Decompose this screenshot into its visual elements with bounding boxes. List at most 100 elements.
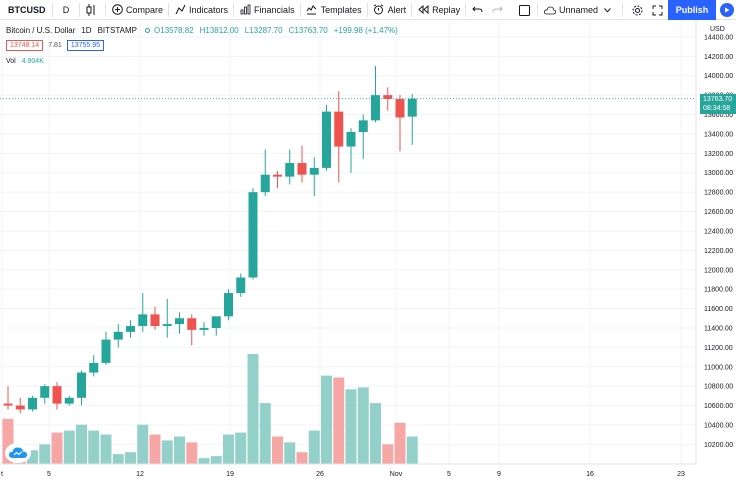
legend-change: +199.98 (+1.47%) xyxy=(333,26,398,35)
alert-button[interactable]: Alert xyxy=(368,0,412,20)
current-price-label: 13763.70 08:34:58 xyxy=(700,93,736,114)
replay-label: Replay xyxy=(432,4,461,15)
bar-countdown: 08:34:58 xyxy=(703,104,731,112)
time-tick-label: 26 xyxy=(316,471,324,478)
layout-menu[interactable]: Unnamed xyxy=(542,0,618,20)
bid-ask-row: 13748.14 7.81 13755.95 xyxy=(6,40,105,51)
price-tick-label: 12600.00 xyxy=(704,209,733,216)
logo-icon[interactable] xyxy=(5,443,31,463)
symbol-search[interactable]: BTCUSD xyxy=(8,4,46,15)
price-tick-label: 14200.00 xyxy=(704,54,733,61)
ideas-stream-button[interactable] xyxy=(720,3,734,17)
volume-bar xyxy=(308,430,320,464)
candle-body xyxy=(297,163,307,175)
indicators-label: Indicators xyxy=(189,4,229,15)
financials-button[interactable]: Financials xyxy=(234,0,300,20)
price-tick-label: 11400.00 xyxy=(704,325,733,332)
price-tick-label: 13400.00 xyxy=(704,131,733,138)
candle-body xyxy=(138,314,148,327)
time-tick-label: 5 xyxy=(47,471,51,478)
undo-icon xyxy=(471,4,483,16)
sell-price-button[interactable]: 13748.14 xyxy=(6,40,44,51)
volume-bar xyxy=(39,444,51,464)
templates-button[interactable]: Templates xyxy=(301,0,367,20)
price-tick-label: 13600.00 xyxy=(704,112,733,119)
multi-chart-icon[interactable] xyxy=(518,4,530,16)
volume-bar xyxy=(161,440,173,464)
price-tick-label: 10600.00 xyxy=(704,403,733,410)
candle-body xyxy=(224,293,233,317)
volume-bar xyxy=(149,434,161,464)
candle-body xyxy=(383,95,393,100)
price-tick-label: 10800.00 xyxy=(704,384,733,391)
candle-body xyxy=(187,318,197,330)
volume-bar xyxy=(125,452,136,464)
time-tick-label: t xyxy=(1,471,3,478)
time-tick-label: 23 xyxy=(677,471,685,478)
redo-button[interactable] xyxy=(491,0,511,20)
templates-icon xyxy=(306,4,318,16)
price-tick-label: 14000.00 xyxy=(704,73,733,80)
candle-body xyxy=(162,324,172,327)
volume-bar xyxy=(88,430,100,464)
undo-button[interactable] xyxy=(466,0,491,20)
candle-body xyxy=(248,192,258,278)
publish-button[interactable]: Publish xyxy=(668,0,716,20)
candle-body xyxy=(150,314,160,327)
fullscreen-icon[interactable] xyxy=(651,4,663,16)
volume-bar xyxy=(112,454,124,464)
candle-body xyxy=(64,397,74,404)
volume-value: 4.904K xyxy=(21,58,44,65)
layout-name: Unnamed xyxy=(559,5,599,15)
time-tick-label: 5 xyxy=(447,471,451,478)
divider xyxy=(465,2,467,17)
volume-bar xyxy=(382,444,394,464)
time-tick-label: Nov xyxy=(390,471,403,478)
price-tick-label: 12000.00 xyxy=(704,267,733,274)
volume-bar xyxy=(296,452,308,464)
candle-body xyxy=(126,326,135,332)
price-tick-label: 13000.00 xyxy=(704,170,733,177)
candles xyxy=(0,66,696,414)
volume-bar xyxy=(76,424,87,464)
volume-bar xyxy=(51,432,63,464)
time-tick-label: 19 xyxy=(226,471,234,478)
price-tick-label: 11800.00 xyxy=(704,287,733,294)
price-axis: USD14400.0014200.0014000.0013800.0013600… xyxy=(695,21,733,464)
replay-button[interactable]: Replay xyxy=(412,0,465,20)
volume-bar xyxy=(259,403,271,464)
gear-icon[interactable] xyxy=(631,4,643,16)
candle-body xyxy=(40,386,50,398)
volume-bar xyxy=(284,442,296,464)
divider xyxy=(105,2,106,17)
candle-body xyxy=(334,111,344,147)
symbol-title[interactable]: Bitcoin / U.S. Dollar xyxy=(6,26,76,35)
indicators-button[interactable]: Indicators xyxy=(169,0,233,20)
legend-close: C13763.70 xyxy=(288,26,328,35)
volume-bar xyxy=(27,450,38,464)
price-tick-label: 11600.00 xyxy=(704,306,733,313)
financials-label: Financials xyxy=(254,4,295,15)
candle-body xyxy=(175,318,184,325)
divider xyxy=(622,3,624,17)
indicators-icon xyxy=(174,4,186,16)
time-tick-label: 9 xyxy=(497,471,501,478)
price-tick-label: 13200.00 xyxy=(704,151,733,158)
divider xyxy=(168,2,170,17)
compare-button[interactable]: Compare xyxy=(106,0,168,20)
price-tick-label: 11000.00 xyxy=(704,364,733,371)
chart-style-button[interactable] xyxy=(80,0,105,20)
price-chart[interactable]: USD14400.0014200.0014000.0013800.0013600… xyxy=(0,21,736,481)
volume-bar xyxy=(247,354,259,464)
candle-body xyxy=(285,163,295,177)
buy-price-button[interactable]: 13755.95 xyxy=(66,40,105,51)
volume-bar xyxy=(394,422,406,464)
volume-bar xyxy=(333,377,345,464)
candle-body xyxy=(52,386,62,404)
interval-button[interactable]: D xyxy=(62,4,70,15)
templates-label: Templates xyxy=(320,4,362,15)
candle-body xyxy=(101,339,111,363)
price-tick-label: 11200.00 xyxy=(704,345,733,352)
volume-bar xyxy=(210,456,222,464)
volume-bar xyxy=(235,432,247,464)
